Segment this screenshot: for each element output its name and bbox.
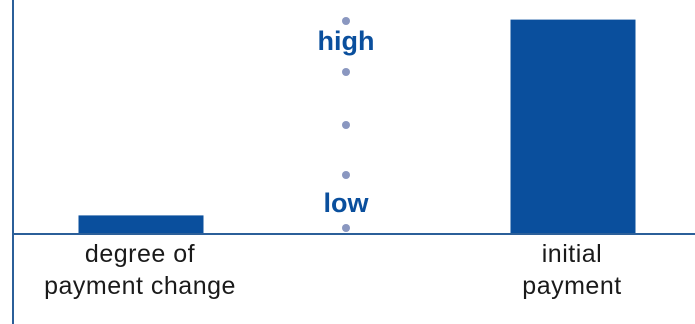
category-label-line: initial [541, 240, 603, 268]
category-label-line: payment change [44, 272, 236, 300]
scale-dot [342, 171, 350, 179]
category-label-line: payment [522, 272, 622, 300]
scale-dot [342, 121, 350, 129]
category-label-degree-of-payment-change: degree of payment change [10, 238, 270, 302]
scale-dot [342, 17, 350, 25]
bar-initial-payment [510, 19, 636, 233]
scale-label-high: high [317, 26, 375, 56]
scale-label-low: low [323, 188, 369, 218]
scale-dot [342, 224, 350, 232]
scale-dots [342, 17, 350, 232]
category-label-line: degree of [84, 240, 196, 268]
bar-degree-of-payment-change [78, 215, 204, 233]
bar-group [78, 19, 636, 233]
scale-dot [342, 68, 350, 76]
category-label-initial-payment: initial payment [442, 238, 695, 302]
